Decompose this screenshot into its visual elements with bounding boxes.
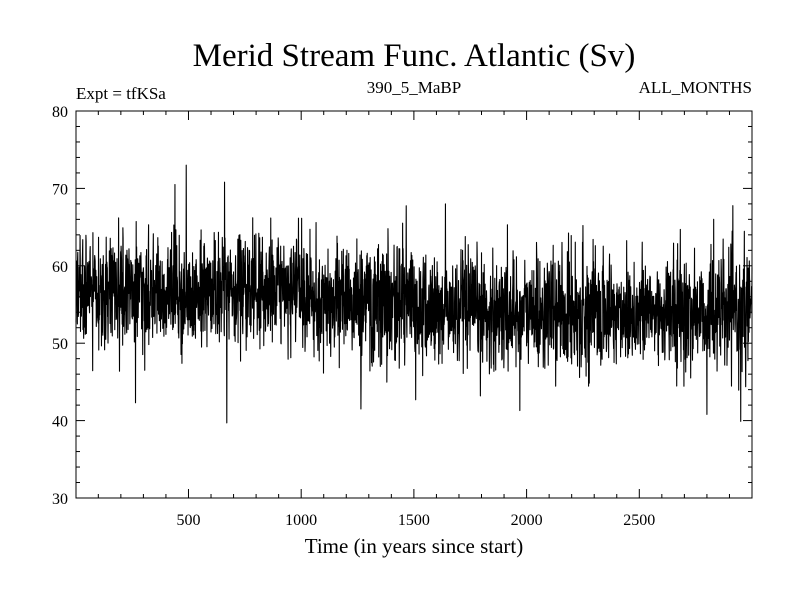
y-tick-label: 80 <box>52 104 68 121</box>
period-label: 390_5_MaBP <box>367 78 461 97</box>
y-tick-label: 50 <box>52 336 68 353</box>
chart-title: Merid Stream Func. Atlantic (Sv) <box>193 38 636 74</box>
y-tick-label: 70 <box>52 181 68 198</box>
series-layer <box>75 164 753 424</box>
y-tick-label: 60 <box>52 259 68 276</box>
x-tick-label: 2000 <box>511 512 543 529</box>
months-label: ALL_MONTHS <box>639 78 752 97</box>
x-tick-label: 2500 <box>623 512 655 529</box>
x-tick-label: 1500 <box>398 512 430 529</box>
series-line <box>75 164 753 424</box>
x-axis-label: Time (in years since start) <box>305 534 524 558</box>
x-tick-label: 500 <box>176 512 200 529</box>
y-axis: 30 40 50 60 70 80 <box>52 104 752 508</box>
x-axis: 500 1000 1500 2000 2500 <box>97 111 730 529</box>
x-tick-label: 1000 <box>285 512 317 529</box>
plot-area: 500 1000 1500 2000 2500 30 40 50 60 70 80 <box>52 104 753 529</box>
y-tick-label: 40 <box>52 414 68 431</box>
y-tick-label: 30 <box>52 491 68 508</box>
experiment-label: Expt = tfKSa <box>76 84 166 103</box>
